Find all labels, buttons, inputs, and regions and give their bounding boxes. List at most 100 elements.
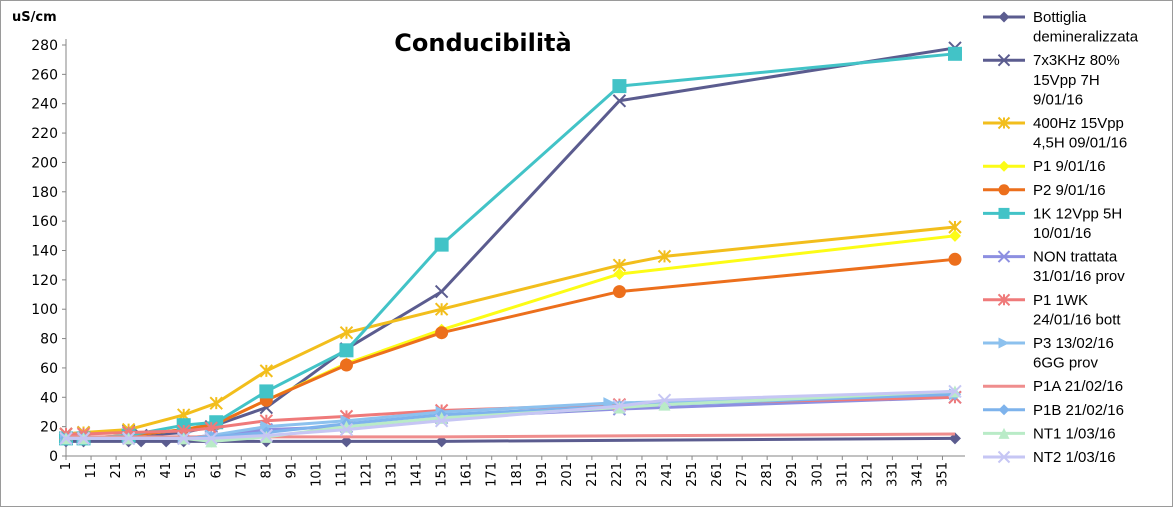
legend-label: Bottiglia: [1033, 9, 1087, 26]
x-tick-label: 341: [910, 462, 925, 487]
legend-label: P1 1WK: [1033, 292, 1088, 309]
legend-label: NT2 1/03/16: [1033, 449, 1116, 466]
x-tick-label: 131: [385, 462, 400, 487]
legend-label: 1K 12Vpp 5H: [1033, 205, 1122, 222]
square-marker: [434, 237, 449, 252]
x-tick-label: 81: [259, 462, 274, 479]
x-marker: [948, 384, 962, 399]
x-marker: [612, 94, 627, 108]
legend-label: 31/01/16 prov: [1033, 268, 1125, 285]
x-marker: [259, 428, 274, 443]
legend-label: 4,5H 09/01/16: [1033, 135, 1127, 152]
y-tick-label: 140: [31, 244, 58, 260]
legend-entry: P1B 21/02/16: [983, 402, 1124, 419]
circle-marker: [998, 184, 1010, 196]
x-tick-label: 61: [209, 462, 224, 479]
x-tick-label: 161: [460, 462, 475, 487]
x-tick-label: 11: [84, 462, 99, 479]
circle-marker: [948, 252, 962, 266]
x-marker: [657, 393, 672, 407]
x-tick-label: 241: [660, 462, 675, 487]
x-marker: [121, 431, 136, 446]
star-marker: [997, 293, 1011, 307]
star-marker: [657, 249, 672, 264]
legend-entry: P2 9/01/16: [983, 182, 1106, 199]
x-tick-label: 171: [485, 462, 500, 487]
y-tick-label: 180: [31, 185, 58, 201]
x-marker: [76, 431, 91, 446]
x-tick-label: 21: [109, 462, 124, 479]
legend-label: 9/01/16: [1033, 91, 1083, 108]
x-tick-label: 31: [134, 462, 149, 479]
x-marker: [997, 53, 1011, 67]
legend-label: 24/01/16 bott: [1033, 311, 1121, 328]
legend-entry: P1A 21/02/16: [983, 378, 1123, 395]
circle-marker: [435, 326, 449, 340]
legend-label: 6GG prov: [1033, 355, 1099, 372]
diamond-marker: [998, 11, 1010, 23]
star-marker: [434, 302, 449, 316]
x-tick-label: 101: [309, 462, 324, 487]
x-tick-label: 121: [360, 462, 375, 487]
legend-entry: 1K 12Vpp 5H 10/01/16: [983, 205, 1122, 242]
x-marker: [997, 450, 1011, 464]
y-tick-label: 240: [31, 97, 58, 113]
legend-entry: 400Hz 15Vpp 4,5H 09/01/16: [983, 115, 1127, 152]
x-tick-label: 111: [334, 462, 349, 487]
triangle-marker: [658, 398, 671, 411]
x-tick-label: 321: [860, 462, 875, 487]
x-tick-label: 211: [585, 462, 600, 487]
x-tick-label: 351: [935, 462, 950, 487]
y-tick-label: 0: [49, 449, 58, 465]
x-tick-label: 311: [835, 462, 850, 487]
legend-label: NON trattata: [1033, 249, 1118, 266]
y-axis-label: uS/cm: [12, 10, 57, 25]
star-marker: [259, 364, 274, 378]
x-marker: [612, 399, 627, 413]
legend-label: 400Hz 15Vpp: [1033, 115, 1124, 132]
chart-title: Conducibilità: [394, 29, 571, 57]
y-tick-label: 120: [31, 273, 58, 289]
y-tick-label: 260: [31, 67, 58, 83]
x-tick-label: 1: [59, 462, 74, 470]
x-tick-label: 291: [785, 462, 800, 487]
x-marker: [176, 431, 191, 446]
triangle-marker: [205, 435, 218, 448]
y-tick-label: 200: [31, 155, 58, 171]
legend-label: demineralizzata: [1033, 29, 1139, 46]
legend-entry: P3 13/02/16 6GG prov: [983, 335, 1114, 372]
star-marker: [997, 116, 1011, 130]
legend-label: P1A 21/02/16: [1033, 378, 1123, 395]
diamond-marker: [613, 267, 626, 280]
x-tick-label: 251: [685, 462, 700, 487]
axes: 0 20 40 60 80 100 120 140 160 180 200 220 240 260 280 1…: [31, 38, 965, 487]
legend-entry: Bottiglia demineralizzata: [983, 9, 1139, 46]
legend: Bottiglia demineralizzata 7x3KHz 80% 15Vpp …: [983, 9, 1139, 466]
square-marker: [339, 343, 354, 358]
series-layer: [59, 41, 962, 448]
circle-marker: [612, 285, 626, 299]
x-tick-label: 301: [810, 462, 825, 487]
legend-label: P1B 21/02/16: [1033, 402, 1124, 419]
x-tick-label: 191: [535, 462, 550, 487]
y-tick-label: 40: [40, 390, 58, 406]
y-tick-label: 160: [31, 214, 58, 230]
circle-marker: [339, 358, 353, 372]
x-tick-label: 51: [184, 462, 199, 479]
y-tick-label: 60: [40, 361, 58, 377]
series-13: [59, 384, 962, 446]
star-marker: [339, 325, 354, 340]
y-tick-label: 220: [31, 126, 58, 142]
series-2: [59, 41, 962, 443]
square-marker: [947, 46, 962, 61]
diamond-marker: [948, 229, 961, 242]
legend-entry: NT1 1/03/16: [983, 425, 1116, 442]
y-tick-label: 80: [40, 332, 58, 348]
legend-entry: P1 1WK 24/01/16 bott: [983, 292, 1121, 328]
diamond-marker: [998, 160, 1010, 172]
y-tick-label: 280: [31, 38, 58, 54]
x-tick-label: 41: [159, 462, 174, 479]
x-marker: [997, 250, 1011, 263]
x-tick-label: 271: [735, 462, 750, 487]
